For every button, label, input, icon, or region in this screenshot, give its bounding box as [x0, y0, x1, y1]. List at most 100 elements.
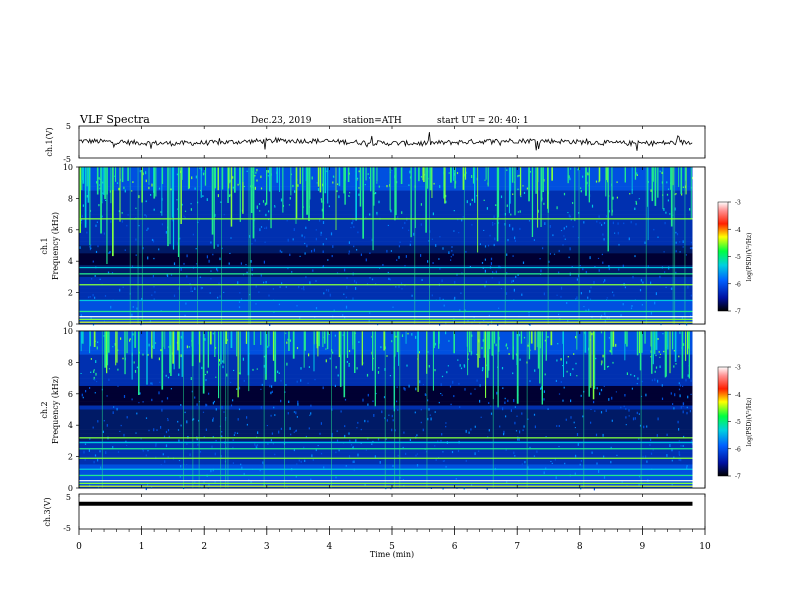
- spectrogram-speckle: [159, 381, 161, 383]
- spectrogram-speckle: [122, 357, 124, 360]
- spectrogram-speckle: [625, 416, 627, 419]
- spectrogram-speckle: [167, 275, 169, 277]
- spectrogram-speckle: [602, 433, 604, 437]
- spectrogram-band: [79, 425, 693, 430]
- sferic-streak: [590, 331, 592, 388]
- spectrogram-speckle: [601, 466, 604, 469]
- spectrogram-speckle: [655, 354, 657, 357]
- sferic-streak: [228, 167, 230, 184]
- spectrogram-speckle: [551, 462, 553, 464]
- spectrogram-speckle: [93, 369, 95, 371]
- spectrogram-speckle: [164, 460, 166, 463]
- spectrogram-band: [79, 178, 693, 183]
- spectrogram-speckle: [608, 210, 610, 213]
- spectrogram-speckle: [259, 228, 261, 232]
- sferic-streak: [161, 167, 164, 184]
- sferic-streak: [343, 331, 346, 398]
- spectrogram-speckle: [686, 465, 688, 467]
- spectrogram-speckle: [160, 349, 162, 352]
- spectrogram-speckle: [443, 304, 445, 307]
- spectrogram-speckle: [647, 265, 649, 267]
- spectrogram-speckle: [661, 314, 663, 316]
- spectrogram-speckle: [215, 408, 217, 411]
- sferic-streak: [680, 167, 683, 195]
- sferic-streak: [339, 331, 342, 387]
- spectrogram-speckle: [291, 271, 293, 273]
- sferic-streak: [279, 167, 280, 192]
- sferic-streak: [670, 167, 673, 227]
- spectrogram-speckle: [386, 355, 388, 357]
- spectrogram-speckle: [299, 317, 301, 320]
- spectrogram-speckle: [290, 173, 292, 175]
- spectrogram-speckle: [204, 464, 206, 468]
- sferic-streak: [81, 167, 83, 191]
- spectrogram-speckle: [573, 353, 575, 355]
- spectrogram-speckle: [194, 481, 196, 483]
- colorbar-tick-label: -5: [735, 254, 741, 261]
- spectrogram-speckle: [574, 427, 576, 429]
- spectrogram-speckle: [415, 335, 417, 339]
- spectrogram-speckle: [314, 378, 316, 381]
- spectrogram-band: [79, 358, 693, 363]
- spectrogram-speckle: [422, 428, 424, 432]
- spectrogram-speckle: [96, 346, 98, 350]
- spectrogram-speckle: [510, 213, 512, 216]
- sferic-streak: [372, 167, 374, 251]
- spectrogram-speckle: [106, 424, 108, 427]
- spectrogram-band: [79, 464, 693, 469]
- spectrogram-speckle: [195, 175, 197, 179]
- spectrogram-speckle: [596, 387, 598, 390]
- spectrogram-speckle: [203, 481, 205, 484]
- spectrogram-speckle: [319, 432, 321, 435]
- spectrogram-band: [79, 316, 693, 321]
- spectrogram-speckle: [258, 203, 261, 205]
- spectrogram-speckle: [500, 288, 502, 290]
- sferic-streak: [274, 331, 277, 382]
- spectrogram-speckle: [521, 412, 523, 415]
- spectrogram-speckle: [84, 443, 87, 445]
- spectrogram-speckle: [190, 290, 192, 292]
- spectrogram-speckle: [442, 247, 444, 250]
- spectrogram-speckle: [232, 186, 234, 189]
- sferic-streak: [89, 331, 91, 347]
- spectrogram-speckle: [315, 448, 317, 452]
- station-label: station=ATH: [343, 116, 402, 126]
- spectrogram-speckle: [132, 333, 134, 336]
- spectrogram-speckle: [634, 316, 636, 320]
- spectrogram-speckle: [635, 223, 637, 226]
- spectrogram-speckle: [420, 203, 422, 206]
- spectrogram-speckle: [453, 230, 455, 232]
- spectrogram-speckle: [470, 428, 472, 431]
- spectrogram-speckle: [332, 245, 334, 248]
- spectrogram-speckle: [549, 225, 551, 228]
- spectrogram-speckle: [167, 419, 169, 422]
- spectrogram-speckle: [568, 175, 570, 179]
- spectrogram-speckle: [636, 172, 638, 175]
- sferic-streak: [585, 167, 587, 196]
- spectrogram-speckle: [261, 383, 263, 386]
- sferic-streak: [218, 331, 219, 386]
- colorbar-tick-label: -3: [735, 200, 741, 207]
- spectrogram-speckle: [502, 407, 504, 411]
- spectrogram-speckle: [251, 243, 253, 245]
- spectrogram-speckle: [587, 172, 589, 174]
- spectrogram-speckle: [642, 281, 644, 284]
- spectrogram-speckle: [98, 177, 100, 180]
- spectrogram-speckle: [151, 238, 154, 241]
- spectrogram-speckle: [365, 449, 367, 451]
- spectrogram-band: [79, 186, 693, 191]
- spectrogram-band: [79, 280, 693, 286]
- transmitter-line: [79, 318, 693, 320]
- spectrogram-speckle: [566, 361, 568, 364]
- spectrogram-speckle: [439, 323, 441, 326]
- spectrogram-speckle: [230, 404, 233, 407]
- spectrogram-speckle: [604, 320, 606, 323]
- spectrogram-speckle: [327, 259, 329, 261]
- spectrogram-speckle: [544, 373, 546, 376]
- spectrogram-speckle: [311, 176, 313, 180]
- sferic-full: [141, 167, 143, 324]
- sferic-streak: [485, 331, 487, 398]
- spectrogram-speckle: [678, 355, 680, 358]
- spectrogram-speckle: [529, 323, 531, 326]
- spectrogram-speckle: [517, 175, 519, 178]
